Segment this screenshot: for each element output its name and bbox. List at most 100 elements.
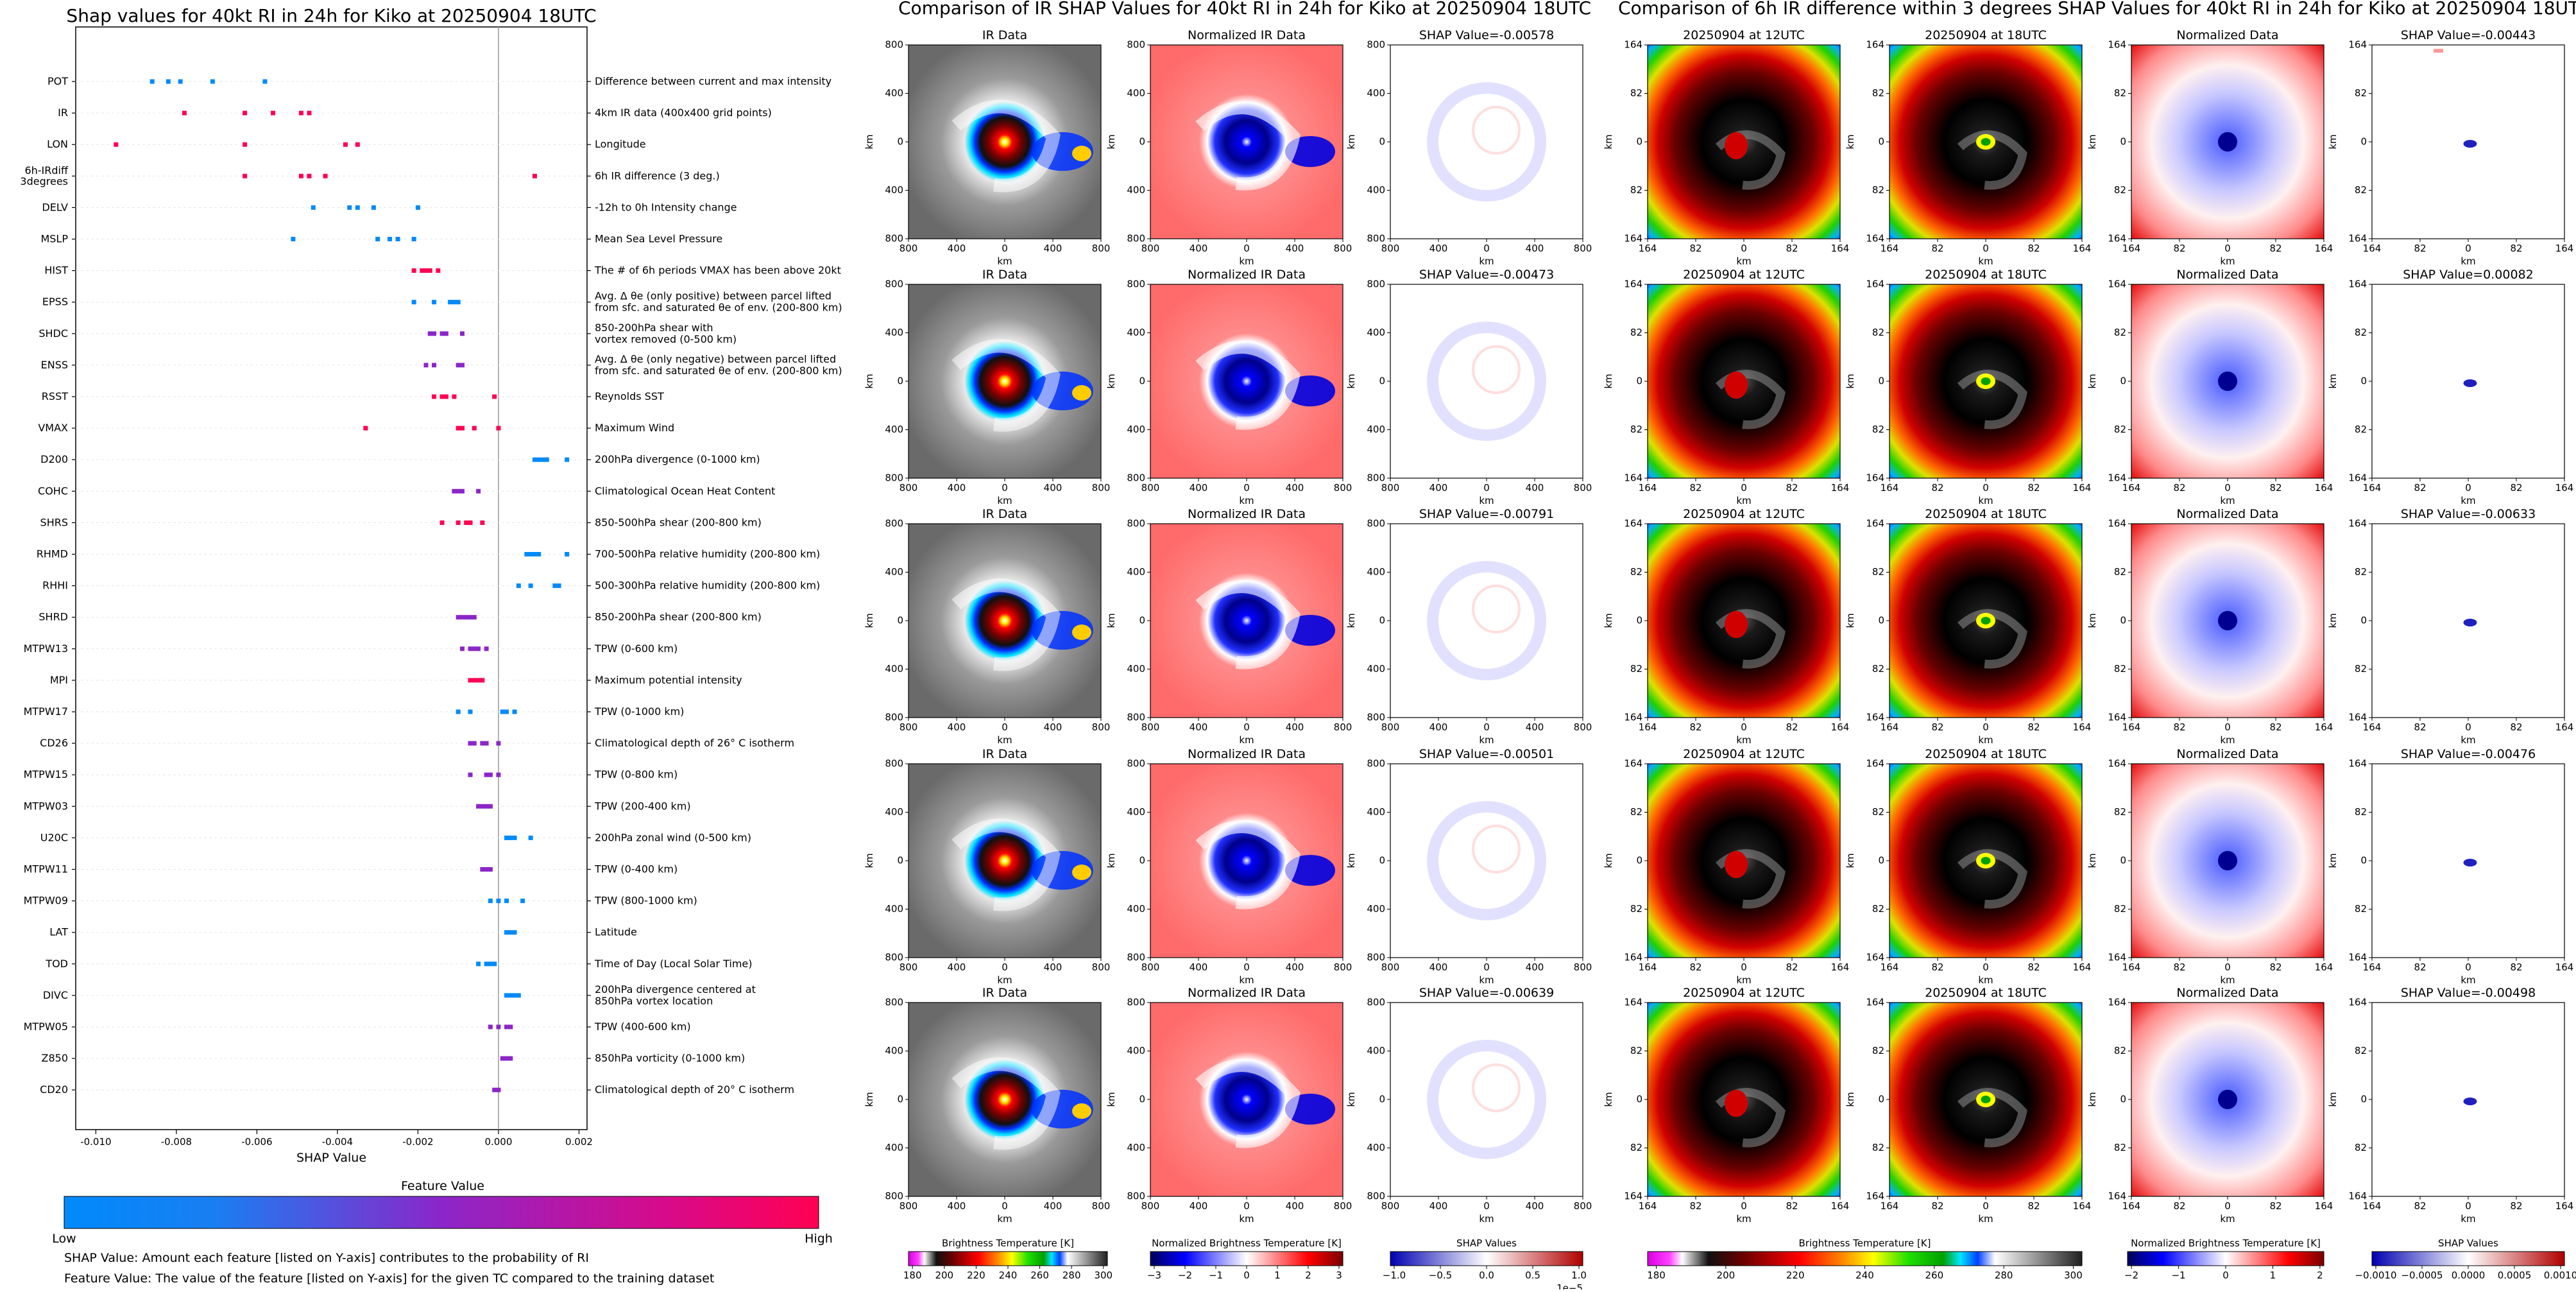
colorbar-tick-label: 260 xyxy=(1925,1270,1943,1281)
y-tick-label: 164 xyxy=(2348,1191,2367,1202)
shap-point xyxy=(459,615,465,620)
texture-band xyxy=(951,339,1061,432)
colorbar: Normalized Brightness Temperature [K] −2 −… xyxy=(2124,1237,2324,1281)
y-tick-label: 0 xyxy=(2360,1094,2367,1105)
image-panel: 20250904 at 18UTC1641648282008282164164k… xyxy=(1845,507,2091,746)
y-tick-label: 164 xyxy=(2108,279,2126,290)
shap-point xyxy=(448,300,453,305)
x-tick-label: 800 xyxy=(1381,243,1400,254)
colorbar-tick-label: 0 xyxy=(1243,1270,1250,1281)
colorbar-tick-label: 0.0 xyxy=(1479,1270,1494,1281)
x-tick-label: 0 xyxy=(2465,1200,2471,1212)
y-tick-label: 800 xyxy=(1367,1191,1385,1202)
shap-point xyxy=(271,110,276,116)
image-panel: Normalized Data1641648282008282164164kmk… xyxy=(2086,507,2333,746)
x-tick-label: 82 xyxy=(2510,721,2522,733)
y-tick-label: 82 xyxy=(2355,806,2367,818)
shap-point xyxy=(456,488,461,494)
x-tick-label: 800 xyxy=(1141,482,1160,494)
shap-point xyxy=(371,205,376,210)
y-tick-label: 400 xyxy=(1367,87,1385,99)
y-tick-label: 164 xyxy=(2348,997,2367,1008)
shap-point xyxy=(375,237,380,241)
x-tick-label: 164 xyxy=(1881,1200,1899,1212)
y-tick-label: 0 xyxy=(1379,375,1385,387)
y-tick-label: 400 xyxy=(885,184,903,196)
panel-title: 20250904 at 18UTC xyxy=(1925,747,2047,761)
panel-title: 20250904 at 12UTC xyxy=(1683,986,1805,1000)
colorbar-gradient xyxy=(2371,1251,2565,1266)
y-tick-label: 800 xyxy=(885,1191,903,1202)
feature-label: DELV xyxy=(42,201,68,213)
texture-band xyxy=(951,99,1061,193)
y-tick-label: 82 xyxy=(2355,424,2367,435)
shap-point xyxy=(456,426,461,431)
x-tick-label: 400 xyxy=(1526,1200,1544,1212)
x-tick-label: 400 xyxy=(1190,243,1208,254)
texture-band xyxy=(1195,1058,1301,1148)
x-tick-label: 0 xyxy=(2224,482,2231,494)
y-tick-label: 400 xyxy=(1127,184,1145,196)
shap-point xyxy=(488,867,493,872)
x-tick-label: 82 xyxy=(1931,1200,1943,1212)
x-tick-label: 400 xyxy=(1429,721,1448,733)
shap-point xyxy=(468,741,473,746)
panel-title: IR Data xyxy=(982,28,1027,42)
shap-ring xyxy=(1427,322,1546,441)
x-tick-label: 0 xyxy=(2224,721,2231,733)
shap-image xyxy=(1390,1003,1583,1196)
y-tick-label: 400 xyxy=(1367,806,1385,818)
shap-point xyxy=(443,394,448,399)
feature-description: 850hPa vorticity (0-1000 km) xyxy=(595,1052,745,1064)
eye-core xyxy=(1981,1095,1991,1104)
y-tick-label: 0 xyxy=(1139,855,1145,866)
diff-comparison-title: Comparison of 6h IR difference within 3 … xyxy=(1618,0,2576,19)
y-axis-label: km xyxy=(1845,613,1856,628)
shap-point xyxy=(459,331,465,336)
feature-description: Climatological depth of 20° C isotherm xyxy=(595,1083,794,1096)
colorbar-gradient xyxy=(1390,1251,1583,1266)
shap-point xyxy=(432,394,437,399)
y-tick-label: 0 xyxy=(2120,136,2126,148)
y-tick-label: 800 xyxy=(885,712,903,723)
x-tick-label: 0 xyxy=(2465,961,2471,973)
x-tick-label: 800 xyxy=(1334,482,1352,494)
y-tick-label: 164 xyxy=(2348,472,2367,484)
y-axis-label: km xyxy=(2086,1092,2098,1107)
x-tick-label: 164 xyxy=(2555,482,2574,494)
shap-point xyxy=(459,363,465,368)
y-tick-label: 800 xyxy=(885,518,903,530)
eye xyxy=(1725,1089,1748,1117)
feature-label: MTPW05 xyxy=(24,1021,68,1033)
x-tick-label: 82 xyxy=(1689,482,1702,494)
x-axis-label: km xyxy=(2220,734,2235,746)
panel-title: SHAP Value=-0.00501 xyxy=(1419,747,1554,761)
colorbar-high-label: High xyxy=(805,1232,833,1246)
y-tick-label: 164 xyxy=(2348,518,2367,530)
panel-title: 20250904 at 12UTC xyxy=(1683,268,1805,282)
panel-title: Normalized Data xyxy=(2176,268,2278,282)
shap-point xyxy=(480,520,485,525)
y-tick-label: 800 xyxy=(885,997,903,1008)
x-axis-label: km xyxy=(2461,974,2475,986)
feature-value-colorbar xyxy=(64,1196,819,1229)
panel-title: SHAP Value=-0.00476 xyxy=(2401,747,2536,761)
x-tick-label: 0 xyxy=(1243,243,1250,254)
shap-point xyxy=(472,678,477,683)
x-tick-label: 800 xyxy=(1381,482,1400,494)
feature-label: TOD xyxy=(45,957,68,969)
eye xyxy=(2218,132,2237,152)
texture-band xyxy=(951,1057,1061,1150)
feature-description: Maximum potential intensity xyxy=(595,673,742,685)
shap-point xyxy=(436,268,441,273)
image-panel: Normalized IR Data8008004004000040040080… xyxy=(1105,28,1352,267)
x-tick-label: 164 xyxy=(1831,482,1850,494)
y-tick-label: 800 xyxy=(1127,952,1145,963)
shap-point xyxy=(512,835,517,840)
y-axis-label: km xyxy=(1603,134,1614,149)
y-tick-label: 400 xyxy=(885,566,903,578)
y-tick-label: 0 xyxy=(2360,615,2367,626)
x-tick-label: 800 xyxy=(1381,1200,1400,1212)
feature-label: MTPW17 xyxy=(24,705,68,718)
x-tick-label: 82 xyxy=(1786,1200,1798,1212)
